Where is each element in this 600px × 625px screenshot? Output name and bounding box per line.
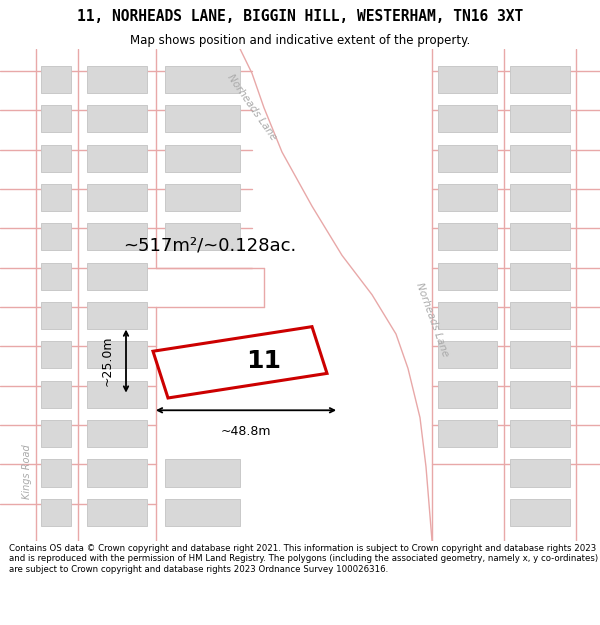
Text: Contains OS data © Crown copyright and database right 2021. This information is : Contains OS data © Crown copyright and d… [9,544,598,574]
Polygon shape [41,262,71,290]
Polygon shape [510,262,570,290]
Polygon shape [438,144,497,172]
Polygon shape [87,499,147,526]
Polygon shape [41,106,71,132]
Polygon shape [438,302,497,329]
Polygon shape [87,262,147,290]
Text: 11, NORHEADS LANE, BIGGIN HILL, WESTERHAM, TN16 3XT: 11, NORHEADS LANE, BIGGIN HILL, WESTERHA… [77,9,523,24]
Polygon shape [165,223,240,251]
Polygon shape [41,184,71,211]
Polygon shape [87,341,147,369]
Text: ~48.8m: ~48.8m [221,425,271,438]
Polygon shape [438,66,497,93]
Polygon shape [510,66,570,93]
Text: Norheads Lane: Norheads Lane [226,73,278,142]
Polygon shape [438,223,497,251]
Polygon shape [510,106,570,132]
Text: Map shows position and indicative extent of the property.: Map shows position and indicative extent… [130,34,470,47]
Polygon shape [510,302,570,329]
Polygon shape [510,420,570,447]
Polygon shape [510,341,570,369]
Polygon shape [41,420,71,447]
Polygon shape [41,144,71,172]
Polygon shape [87,381,147,408]
Polygon shape [87,144,147,172]
Polygon shape [41,459,71,486]
Polygon shape [165,184,240,211]
Polygon shape [510,381,570,408]
Polygon shape [165,106,240,132]
Polygon shape [438,341,497,369]
Polygon shape [165,66,240,93]
Polygon shape [510,459,570,486]
Text: ~25.0m: ~25.0m [101,336,114,386]
Polygon shape [41,381,71,408]
Polygon shape [153,327,327,398]
Polygon shape [510,184,570,211]
Polygon shape [87,106,147,132]
Polygon shape [87,420,147,447]
Text: Norheads Lane: Norheads Lane [414,281,450,357]
Polygon shape [41,66,71,93]
Polygon shape [87,184,147,211]
Polygon shape [165,499,240,526]
Text: 11: 11 [247,349,281,373]
Polygon shape [438,381,497,408]
Text: ~517m²/~0.128ac.: ~517m²/~0.128ac. [124,236,296,254]
Polygon shape [87,459,147,486]
Polygon shape [41,223,71,251]
Polygon shape [510,223,570,251]
Polygon shape [165,144,240,172]
Text: Kings Road: Kings Road [22,444,32,499]
Polygon shape [438,420,497,447]
Polygon shape [165,459,240,486]
Polygon shape [438,184,497,211]
Polygon shape [41,302,71,329]
Polygon shape [510,499,570,526]
Polygon shape [510,144,570,172]
Polygon shape [87,302,147,329]
Polygon shape [41,499,71,526]
Polygon shape [438,262,497,290]
Polygon shape [41,341,71,369]
Polygon shape [87,223,147,251]
Polygon shape [438,106,497,132]
Polygon shape [87,66,147,93]
